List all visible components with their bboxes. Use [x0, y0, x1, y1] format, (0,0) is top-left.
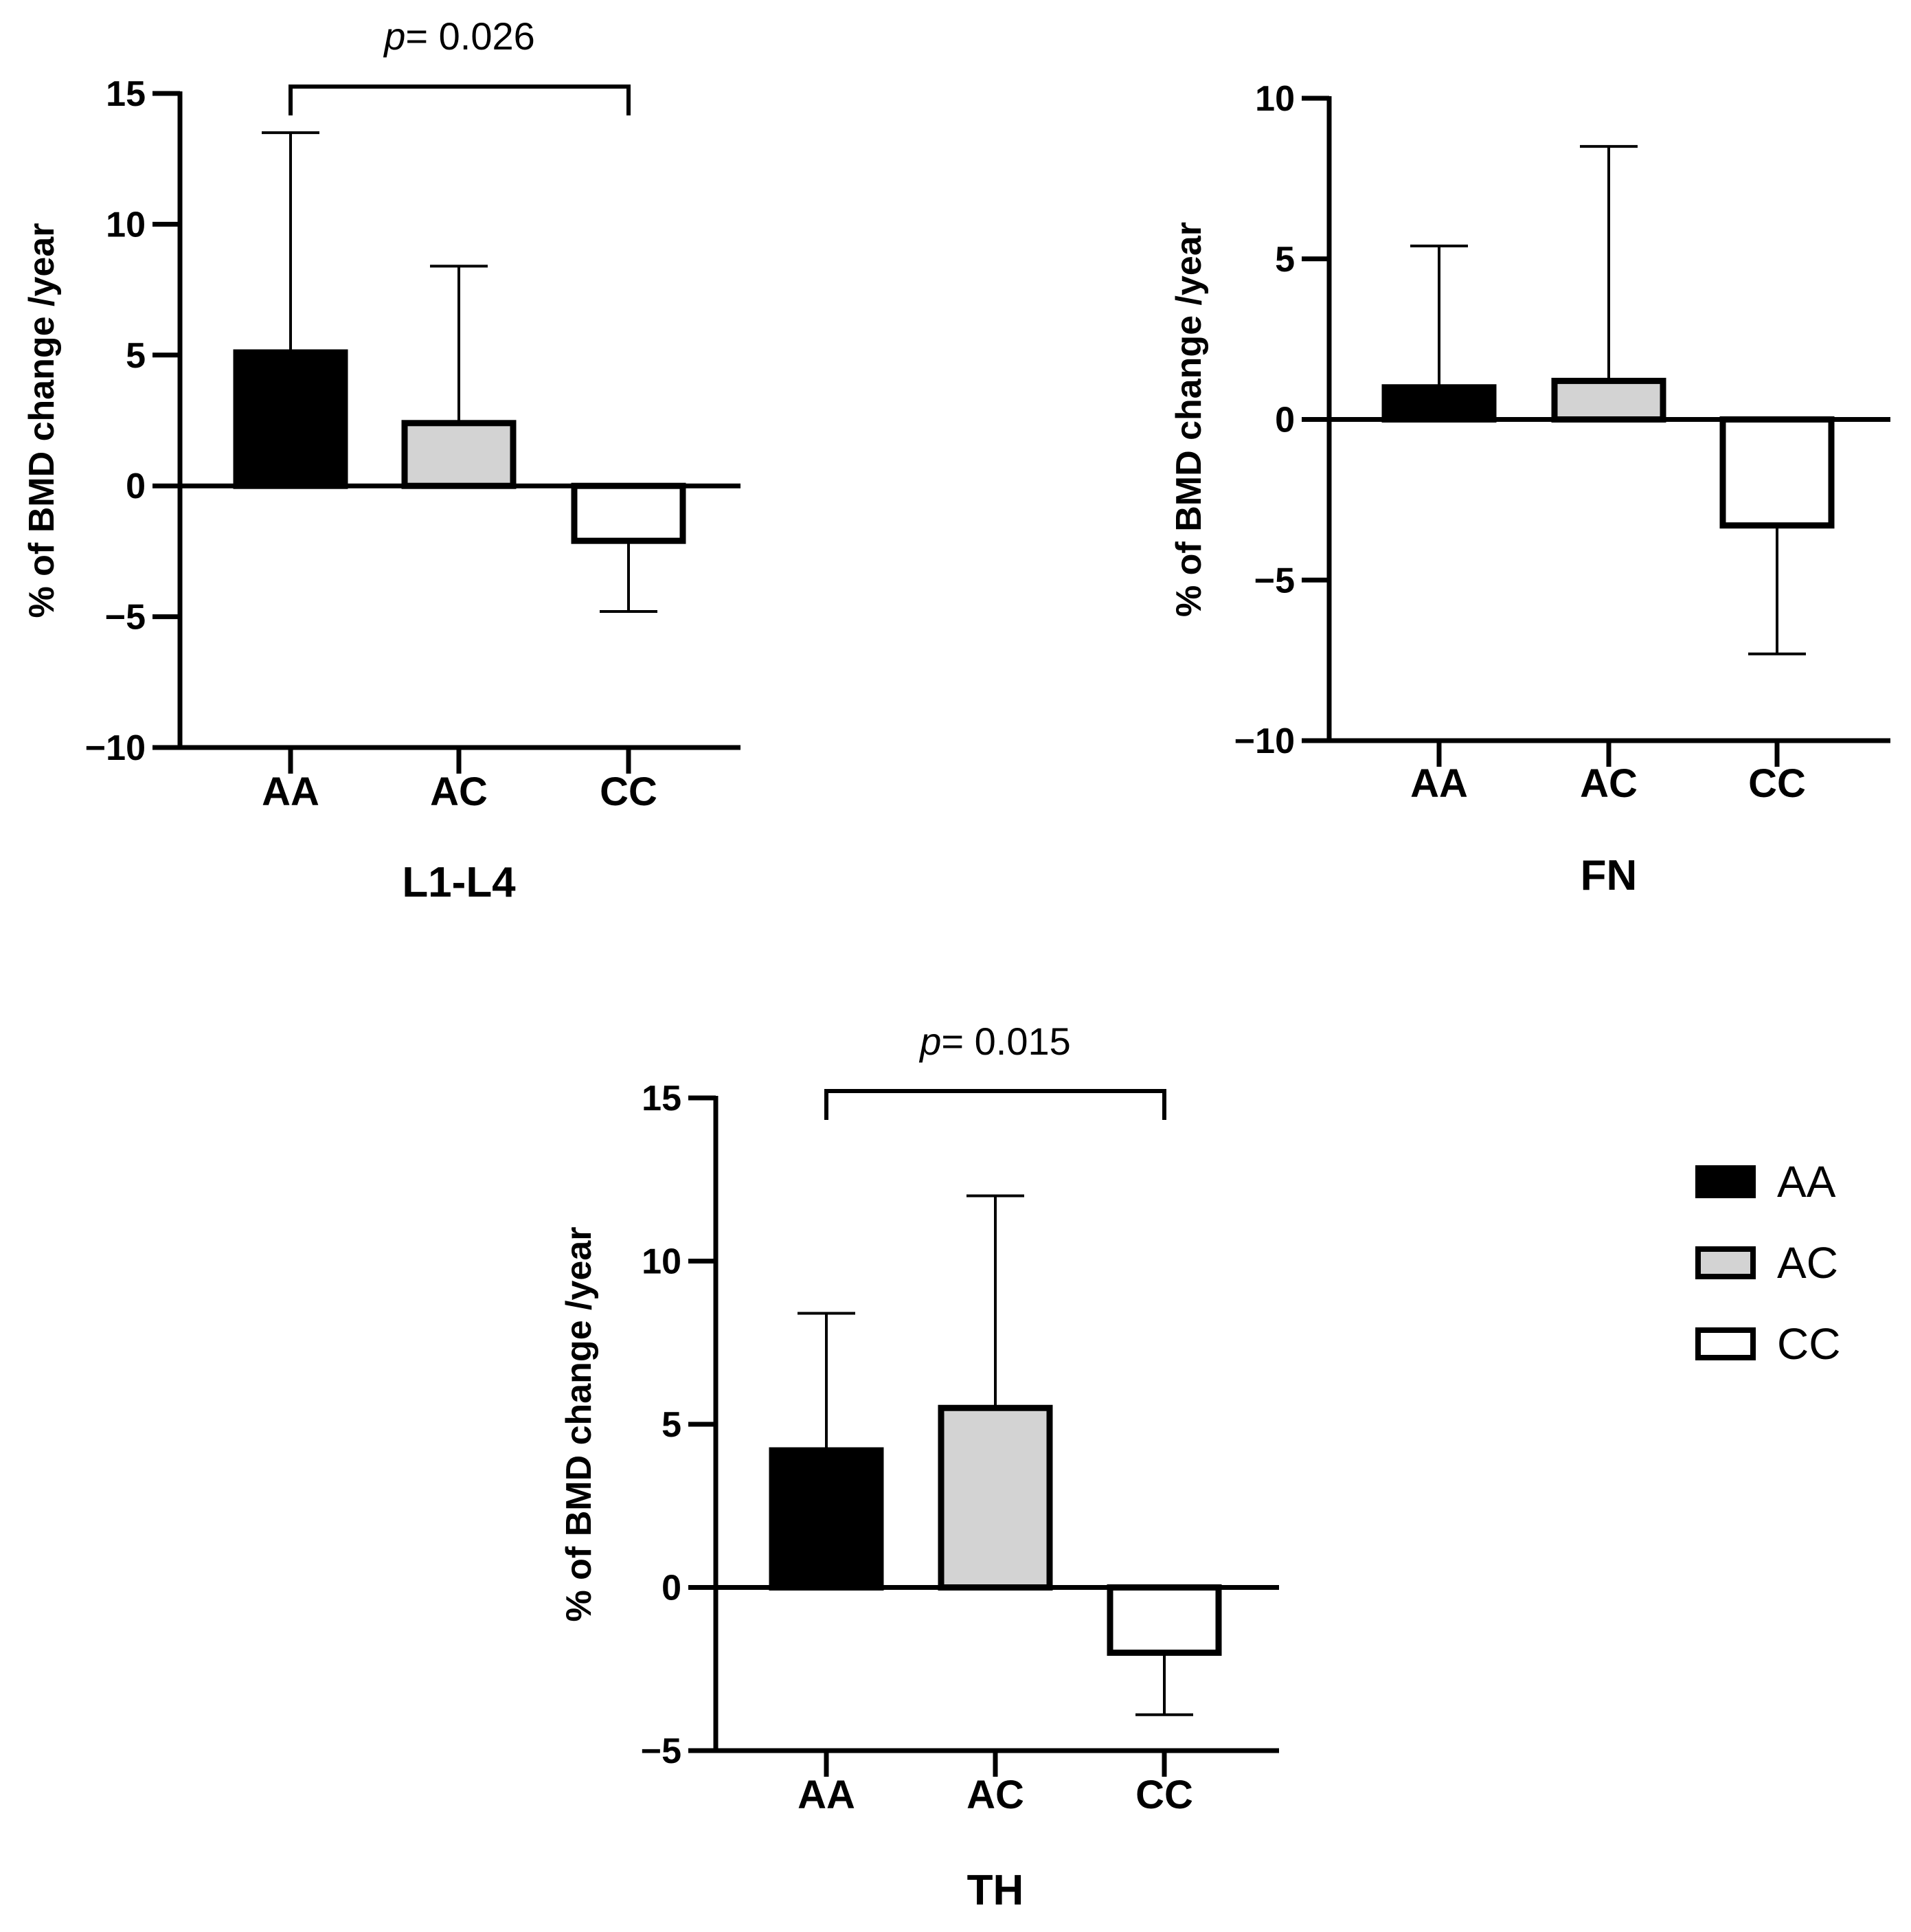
legend-label-ac: AC: [1777, 1238, 1838, 1288]
y-tick-label: 10: [642, 1242, 681, 1282]
legend-label-cc: CC: [1777, 1319, 1840, 1369]
p-value-text: = 0.015: [941, 1020, 1070, 1063]
chart-panel-th: −5 0 5 10 15 AA AC CC TH % of BMD change /year p= …: [559, 1020, 1279, 1914]
x-tick-label-cc: CC: [1748, 761, 1806, 806]
panel-title: L1-L4: [402, 859, 516, 906]
y-tick-label: 15: [642, 1079, 681, 1119]
y-tick-label: 5: [1275, 240, 1295, 280]
bar-cc: [1107, 1584, 1222, 1656]
legend-swatch-aa: [1695, 1165, 1756, 1198]
y-tick-label: 10: [1255, 79, 1295, 119]
y-tick-label: 5: [662, 1405, 681, 1445]
p-value-label: p= 0.026: [383, 14, 535, 58]
bar-aa: [1381, 384, 1497, 423]
y-tick-label: −5: [641, 1731, 681, 1771]
legend: AA AC CC: [1695, 1157, 1840, 1369]
p-value-text: = 0.026: [405, 14, 534, 58]
x-tick-label-ac: AC: [430, 770, 488, 814]
p-value-label: p= 0.015: [918, 1020, 1071, 1063]
y-tick-label: 0: [662, 1569, 681, 1608]
legend-label-aa: AA: [1777, 1157, 1836, 1206]
legend-swatch-cc: [1695, 1327, 1756, 1360]
bar-ac: [1551, 377, 1666, 423]
significance-bracket: [289, 85, 631, 115]
y-tick-label: 15: [106, 74, 146, 114]
legend-swatch-ac: [1695, 1246, 1756, 1279]
bar-cc: [1719, 416, 1835, 529]
bar-aa: [769, 1447, 884, 1591]
x-tick-label-ac: AC: [1580, 761, 1638, 806]
significance-bracket: [824, 1089, 1166, 1120]
chart-panel-l1-l4: −10 −5 0 5 10 15 AA AC CC L1-L4 % of BMD change /y…: [22, 14, 740, 906]
y-axis-title: % of BMD change /year: [559, 1226, 599, 1621]
x-tick-label-aa: AA: [262, 770, 319, 814]
bar-ac: [938, 1404, 1053, 1591]
y-axis-title: % of BMD change /year: [1169, 222, 1209, 617]
panel-title: FN: [1581, 852, 1638, 899]
bar-aa: [233, 349, 348, 489]
y-tick-label: 10: [106, 205, 146, 245]
chart-panel-fn: −10 −5 0 5 10 AA AC CC FN % of BMD change /year: [1169, 79, 1890, 899]
x-tick-label-cc: CC: [600, 770, 657, 814]
y-tick-label: −5: [105, 598, 146, 638]
y-tick-label: 5: [126, 336, 146, 376]
x-tick-label-cc: CC: [1135, 1773, 1193, 1817]
p-symbol: p: [383, 14, 405, 58]
y-tick-label: 0: [126, 467, 146, 506]
p-symbol: p: [918, 1020, 941, 1063]
y-tick-label: −5: [1254, 561, 1295, 600]
panel-title: TH: [967, 1867, 1024, 1914]
y-tick-label: 0: [1275, 401, 1295, 440]
x-tick-label-aa: AA: [798, 1773, 855, 1817]
bar-ac: [401, 420, 517, 489]
x-tick-label-aa: AA: [1410, 761, 1468, 806]
y-tick-label: −10: [85, 728, 146, 768]
y-axis-title: % of BMD change /year: [22, 223, 62, 618]
y-tick-label: −10: [1234, 721, 1295, 761]
x-tick-label-ac: AC: [966, 1773, 1024, 1817]
bar-cc: [571, 482, 686, 544]
